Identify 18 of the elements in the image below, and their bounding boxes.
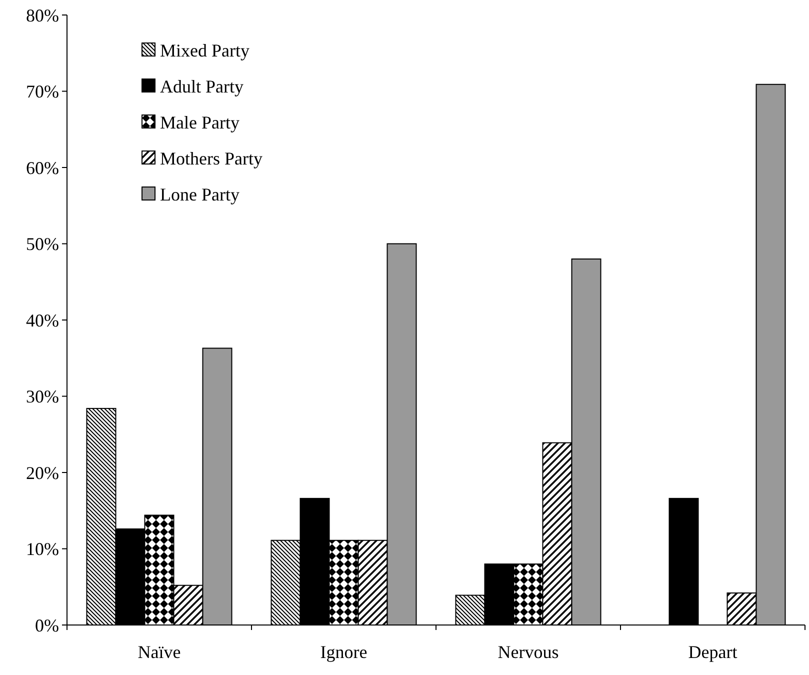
y-tick-label: 80% [26, 5, 59, 26]
y-tick-label: 70% [26, 82, 59, 102]
y-tick-label: 30% [26, 386, 59, 407]
legend-label: Adult Party [160, 76, 244, 96]
legend-label: Lone Party [160, 184, 240, 204]
legend-label: Mothers Party [160, 148, 262, 168]
legend-label: Male Party [160, 112, 240, 132]
x-tick-label: Ignore [320, 642, 368, 662]
x-tick-label: Depart [688, 642, 738, 662]
y-tick-label: 60% [26, 158, 59, 178]
legend-label: Mixed Party [160, 40, 250, 60]
x-tick-label: Nervous [498, 642, 559, 662]
y-tick-label: 10% [26, 539, 59, 560]
y-tick-label: 0% [35, 615, 59, 636]
y-tick-label: 20% [26, 462, 59, 483]
y-tick-label: 50% [26, 234, 59, 254]
x-tick-label: Naïve [138, 642, 181, 662]
y-tick-label: 40% [26, 310, 59, 330]
